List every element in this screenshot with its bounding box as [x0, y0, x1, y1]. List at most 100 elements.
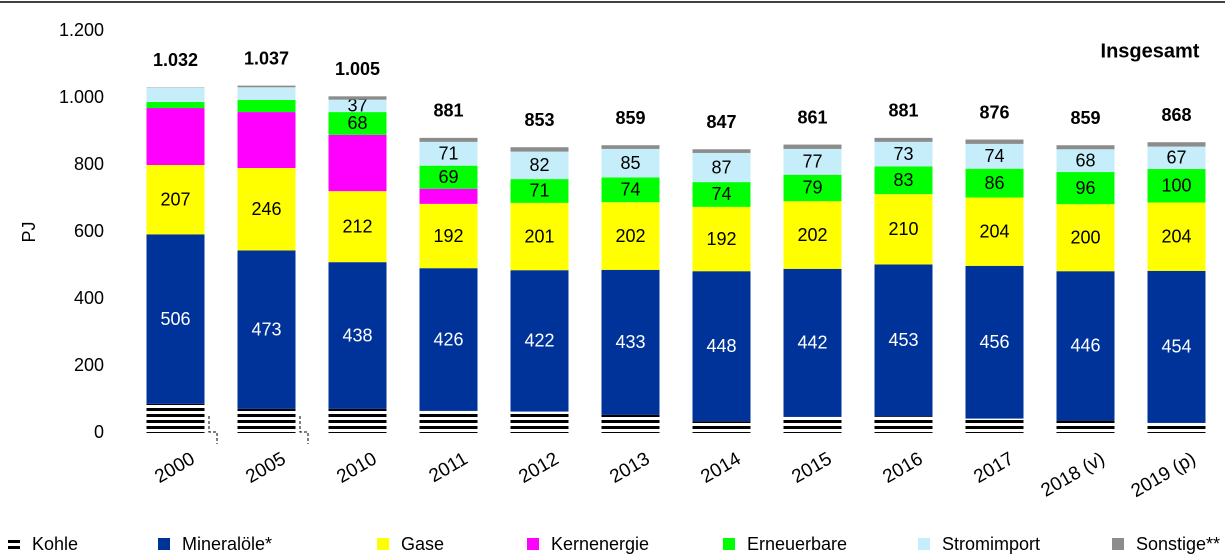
- data-label: 69: [438, 167, 458, 187]
- bar-segment: [146, 108, 205, 165]
- bar-segment: [874, 166, 933, 195]
- y-tick-label: 400: [74, 288, 104, 308]
- bar-segment: [419, 203, 478, 269]
- bar-segment: [601, 145, 660, 149]
- legend-label: Kernenergie: [551, 534, 649, 554]
- total-label: 881: [433, 101, 463, 121]
- bar-segment: [419, 268, 478, 411]
- bar-segment: [510, 270, 569, 412]
- annotation: Insgesamt: [1101, 40, 1200, 62]
- data-label: 473: [251, 319, 281, 339]
- bar-segment: [328, 262, 387, 409]
- y-tick-label: 200: [74, 355, 104, 375]
- bar-segment: [146, 87, 205, 103]
- legend-label: Sonstige**: [1136, 534, 1220, 554]
- data-label: 456: [979, 332, 1009, 352]
- bar-segment: [510, 411, 569, 433]
- bar-segment: [965, 265, 1024, 419]
- total-label: 859: [615, 108, 645, 128]
- data-label: 201: [524, 226, 554, 246]
- bar-segment: [874, 137, 933, 142]
- bar-segment: [419, 137, 478, 142]
- bar-segment: [419, 410, 478, 433]
- data-label: 71: [438, 144, 458, 164]
- data-label: 86: [984, 173, 1004, 193]
- bar-segment: [1056, 204, 1115, 272]
- bar-segment: [1147, 270, 1206, 423]
- legend-label: Kohle: [32, 534, 78, 554]
- bar-segment: [874, 141, 933, 167]
- data-label: 82: [529, 155, 549, 175]
- bar-segment: [1056, 172, 1115, 205]
- x-tick-label: 2016: [879, 448, 926, 487]
- bar-segment: [783, 174, 842, 202]
- data-label: 202: [615, 226, 645, 246]
- legend-label: Mineralöle*: [182, 534, 272, 554]
- data-label: 68: [347, 113, 367, 133]
- data-label: 442: [797, 333, 827, 353]
- bar-segment: [1147, 146, 1206, 170]
- data-label: 453: [888, 330, 918, 350]
- bar-segment: [601, 414, 660, 433]
- bar-segment: [601, 202, 660, 270]
- y-tick-label: 1.200: [59, 20, 104, 40]
- x-tick-label: 2018 (v): [1038, 448, 1109, 501]
- bar-segment: [419, 165, 478, 189]
- legend-swatch: [527, 538, 539, 550]
- data-label: 68: [1075, 150, 1095, 170]
- bar-segment: [601, 269, 660, 415]
- bar-segment: [1056, 271, 1115, 421]
- bar-segment: [328, 408, 387, 433]
- x-tick-label: 2011: [426, 448, 472, 487]
- total-label: 868: [1161, 105, 1191, 125]
- data-label: 506: [160, 309, 190, 329]
- bar-segment: [783, 148, 842, 175]
- bar-segment: [510, 151, 569, 180]
- bar-segment: [1147, 169, 1206, 203]
- data-label: 83: [893, 170, 913, 190]
- legend-label: Gase: [401, 534, 444, 554]
- x-tick-label: 2017: [970, 448, 1017, 487]
- data-label: 200: [1070, 227, 1100, 247]
- bar-segment: [328, 99, 387, 113]
- legend-swatch: [918, 538, 930, 550]
- data-label: 204: [979, 221, 1009, 241]
- total-label: 853: [524, 110, 554, 130]
- x-tick-label: 2014: [697, 448, 744, 488]
- bar-segment: [783, 268, 842, 417]
- data-label: 71: [529, 181, 549, 201]
- bar-segment: [237, 112, 296, 169]
- bar-segment: [146, 403, 205, 433]
- bar-segment: [783, 144, 842, 149]
- data-label: 446: [1070, 336, 1100, 356]
- bar-segment: [237, 100, 296, 113]
- total-label: 847: [706, 112, 736, 132]
- total-label: 1.037: [244, 48, 289, 68]
- bar-segment: [965, 197, 1024, 266]
- bar-segment: [146, 234, 205, 404]
- bar-segment: [1056, 145, 1115, 150]
- bar-segment: [510, 179, 569, 203]
- data-label: 74: [620, 180, 640, 200]
- data-label: 100: [1161, 176, 1191, 196]
- data-label: 67: [1166, 148, 1186, 168]
- data-label: 210: [888, 219, 918, 239]
- total-label: 859: [1070, 108, 1100, 128]
- total-label: 1.032: [153, 50, 198, 70]
- y-axis-label: PJ: [19, 221, 39, 242]
- bar-segment: [419, 188, 478, 204]
- data-label: 74: [711, 184, 731, 204]
- bar-segment: [237, 87, 296, 101]
- y-tick-label: 0: [94, 422, 104, 442]
- bar-segment: [965, 143, 1024, 169]
- data-label: 77: [802, 152, 822, 172]
- data-label: 433: [615, 332, 645, 352]
- bar-segment: [1056, 420, 1115, 433]
- bar-segment: [783, 201, 842, 269]
- x-tick-label: 2013: [606, 448, 653, 487]
- legend-label: Erneuerbare: [747, 534, 847, 554]
- total-label: 861: [797, 107, 827, 127]
- bar-segment: [783, 416, 842, 433]
- bar-segment: [874, 194, 933, 265]
